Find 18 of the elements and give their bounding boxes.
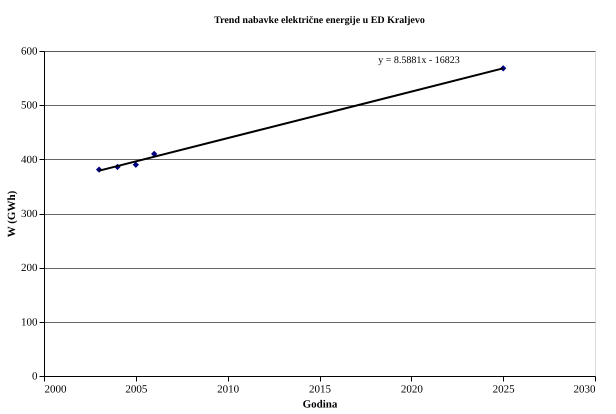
y-tick-label: 100 bbox=[21, 316, 38, 328]
x-tick-label: 2010 bbox=[217, 384, 240, 396]
x-tick-label: 2030 bbox=[574, 384, 596, 396]
annotation: y = 8.5881x - 16823 bbox=[378, 55, 460, 66]
x-tick-label: 2025 bbox=[492, 384, 516, 396]
x-tick-label: 2015 bbox=[309, 384, 332, 396]
x-tick-label: 2020 bbox=[400, 384, 424, 396]
x-axis-title: Godina bbox=[302, 398, 338, 410]
y-tick-label: 200 bbox=[21, 262, 38, 274]
y-tick-label: 0 bbox=[32, 370, 38, 382]
y-tick-label: 600 bbox=[21, 46, 38, 58]
y-tick-label: 400 bbox=[21, 154, 38, 166]
y-axis-title: W (GWh) bbox=[6, 190, 18, 238]
y-tick-label: 500 bbox=[21, 100, 38, 112]
x-tick-label: 2000 bbox=[44, 384, 67, 396]
chart-title: Trend nabavke električne energije u ED Kraljevo bbox=[214, 15, 425, 26]
x-tick-label: 2005 bbox=[125, 384, 148, 396]
y-tick-label: 300 bbox=[21, 208, 38, 220]
